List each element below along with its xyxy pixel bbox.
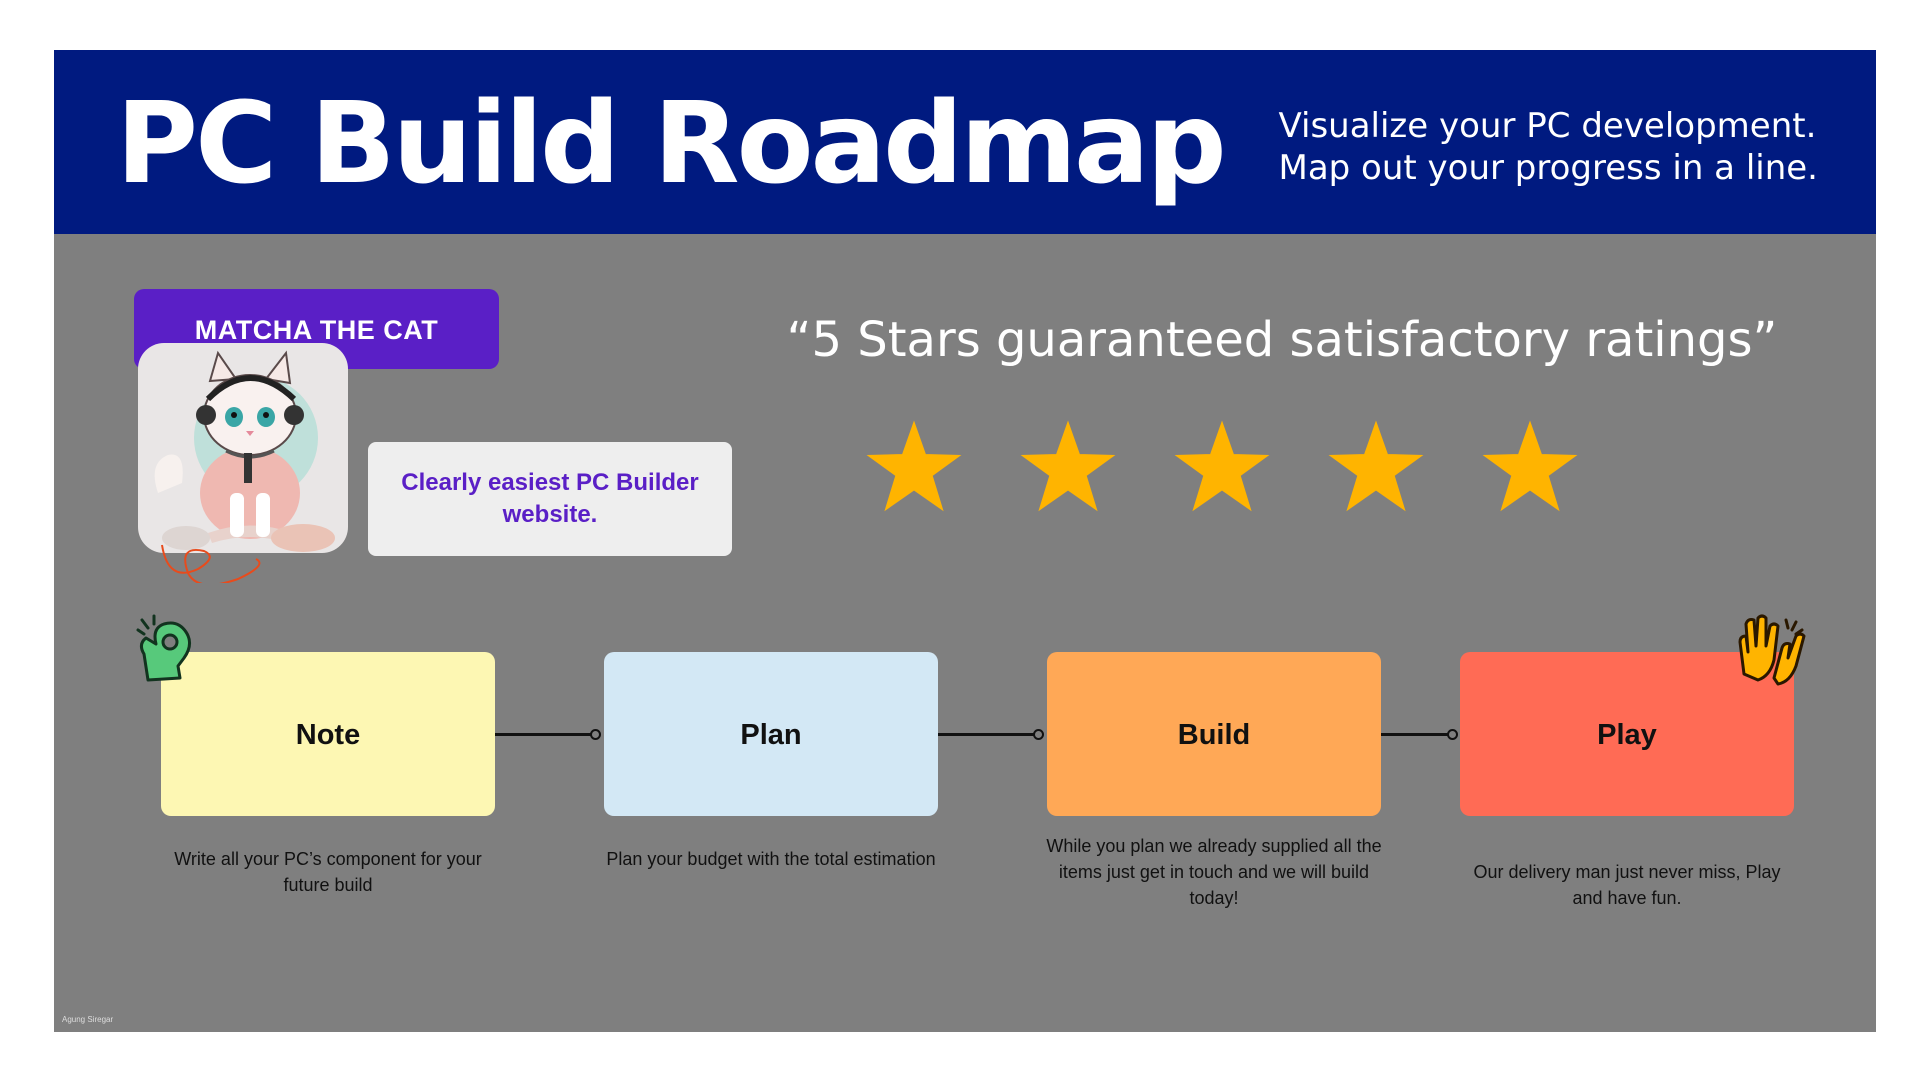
subtitle-line-1: Visualize your PC development. bbox=[1278, 106, 1817, 146]
step-title: Play bbox=[1597, 719, 1657, 751]
step-card-build: Build bbox=[1047, 652, 1381, 816]
step-card-note: Note bbox=[161, 652, 495, 816]
connector-dot bbox=[590, 729, 601, 740]
slide: PC Build Roadmap Visualize your PC devel… bbox=[54, 50, 1876, 1032]
testimonial-card: Clearly easiest PC Builder website. bbox=[368, 442, 732, 556]
star-icon bbox=[1482, 420, 1578, 512]
star-icon bbox=[1174, 420, 1270, 512]
step-description: While you plan we already supplied all t… bbox=[1046, 836, 1382, 908]
step-description: Our delivery man just never miss, Play a… bbox=[1473, 862, 1781, 908]
author-credit: Agung Siregar bbox=[62, 1015, 114, 1024]
connector-plan-build bbox=[936, 733, 1040, 736]
step-description: Write all your PC’s component for your f… bbox=[174, 849, 482, 895]
header-banner: PC Build Roadmap Visualize your PC devel… bbox=[54, 50, 1876, 234]
step-card-play: Play bbox=[1460, 652, 1794, 816]
connector-dot bbox=[1033, 729, 1044, 740]
connector-build-play bbox=[1379, 733, 1455, 736]
high-five-icon bbox=[1738, 614, 1806, 686]
step-title: Plan bbox=[740, 719, 802, 751]
star-icon bbox=[1020, 420, 1116, 512]
connector-dot bbox=[1447, 729, 1458, 740]
subtitle-line-2: Map out your progress in a line. bbox=[1278, 148, 1818, 188]
cat-avatar bbox=[138, 343, 348, 586]
cat-illustration bbox=[154, 350, 335, 586]
step-description: Plan your budget with the total estimati… bbox=[606, 849, 936, 869]
step-card-plan: Plan bbox=[604, 652, 938, 816]
star-icon bbox=[1328, 420, 1424, 512]
ok-hand-icon bbox=[136, 614, 191, 682]
rating-quote: “5 Stars guaranteed satisfactory ratings… bbox=[786, 312, 1778, 368]
star-rating bbox=[866, 420, 1596, 520]
subtitle: Visualize your PC development. Map out y… bbox=[1278, 105, 1818, 189]
testimonial-text: Clearly easiest PC Builder website. bbox=[401, 469, 699, 528]
star-icon bbox=[866, 420, 962, 512]
connector-note-plan bbox=[494, 733, 598, 736]
page-title: PC Build Roadmap bbox=[116, 79, 1227, 209]
step-title: Build bbox=[1177, 719, 1251, 751]
reviewer-name: MATCHA THE CAT bbox=[194, 315, 439, 345]
step-title: Note bbox=[295, 719, 361, 751]
